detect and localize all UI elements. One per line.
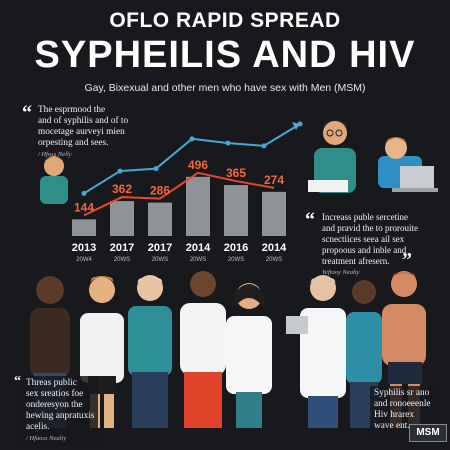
chart-sublabel: 20WS <box>114 257 130 263</box>
trend-point <box>189 136 195 142</box>
headline-title: SYPHEILIS AND HIV <box>34 34 416 76</box>
trend-arrow-icon <box>292 122 300 130</box>
person-4-icon <box>180 271 226 428</box>
chart-category-label: 2014 <box>262 242 287 254</box>
subtitle: Gay, Bixexual and other men who have sex… <box>84 82 366 94</box>
trend-point <box>81 190 87 196</box>
chart-category-label: 2014 <box>186 242 211 254</box>
quote-line: acelis. <box>26 422 50 432</box>
quote-source: Yeftooy Nealiy <box>322 269 360 276</box>
quote-bottom-left: Threas public sex sreatios foe onderesyo… <box>22 376 99 446</box>
chart-category-label: 2013 <box>72 242 96 254</box>
trend-point <box>117 168 123 174</box>
quote-line: and ronoeeenle <box>374 399 431 409</box>
chart-value-label: 286 <box>150 184 170 198</box>
quote-line: sex sreatios foe <box>26 389 84 399</box>
trend-point <box>225 140 231 146</box>
quote-line: Threas public <box>26 378 77 388</box>
top-right-illustration <box>308 120 438 193</box>
female-doctor-icon <box>226 283 272 428</box>
quote-mark-icon: “ <box>22 102 32 124</box>
trend-point <box>153 166 159 172</box>
quote-line: orpesting and sees. <box>38 138 109 148</box>
quote-line: onderesyon the <box>26 400 83 410</box>
person-3-icon <box>128 275 172 428</box>
chart-category-label: 2017 <box>110 242 134 254</box>
chart-sublabel: 20WS <box>190 257 206 263</box>
quote-line: treatment afresern. <box>322 256 390 266</box>
small-doctor-icon <box>40 156 68 204</box>
chart-value-label: 144 <box>74 200 94 214</box>
quote-line: hewing anpratuxis <box>26 411 95 421</box>
quote-line: The esprmood the <box>38 105 106 115</box>
chart-category-label: 2017 <box>148 242 172 254</box>
quote-line: wave ent. <box>374 421 410 431</box>
chart-sublabel: 20WS <box>228 257 244 263</box>
chart-sublabel: 20W4 <box>76 257 92 263</box>
trend-line-lower <box>83 171 275 217</box>
quote-source: / Hfaoss Nealiy <box>26 435 67 442</box>
chart-bar <box>186 176 210 236</box>
quote-line: Increass puble sercetine <box>322 212 408 222</box>
chart-sublabel: 20WS <box>266 257 282 263</box>
quote-line: and of syphilis and of to <box>38 116 129 126</box>
quote-mark-icon: “ <box>305 209 315 231</box>
paper-stack-icon <box>308 180 348 192</box>
trend-chart: 144 2013 20W4 362 2017 20WS 286 2017 20WS 496 2014… <box>72 121 303 263</box>
male-doctor-icon <box>286 275 346 428</box>
chart-bar <box>224 185 248 236</box>
chart-value-label: 274 <box>264 173 284 187</box>
chart-value-label: 365 <box>226 166 246 180</box>
chart-value-label: 496 <box>188 158 208 172</box>
quote-middle-right: Increass puble sercetine and pravid the … <box>322 212 418 278</box>
quote-line: propoous and inble and <box>322 245 407 255</box>
trend-point <box>261 143 267 149</box>
chart-bar <box>262 191 286 236</box>
msm-badge: MSM <box>409 424 447 442</box>
kicker-title: OFLO RAPID SPREAD <box>109 9 341 32</box>
quote-line: Syphilis sr ano <box>374 388 430 398</box>
laptop-person-icon <box>378 137 438 192</box>
chart-category-label: 2016 <box>224 242 248 254</box>
chart-bar <box>110 201 134 236</box>
chart-sublabel: 20WS <box>152 257 168 263</box>
quote-line: Hiv hrarex <box>374 410 415 420</box>
quote-top-left: The esprmood the and of syphilis and of … <box>38 105 128 160</box>
quote-line: mocetage aurveyi mien <box>38 127 125 137</box>
quote-line: scnectiices seea ail sex <box>322 234 405 244</box>
quote-line: and pravid the to prorouite <box>322 223 418 233</box>
chart-bar <box>72 219 96 236</box>
quote-mark-icon: “ <box>14 374 21 389</box>
quote-bottom-right: Syphilis sr ano and ronoeeenle Hiv hrare… <box>370 386 435 434</box>
quote-close-icon: ” <box>402 249 412 271</box>
chart-bar <box>148 202 172 236</box>
chart-value-label: 362 <box>112 182 132 196</box>
quote-source: / Hfoss Nelly <box>38 151 72 158</box>
